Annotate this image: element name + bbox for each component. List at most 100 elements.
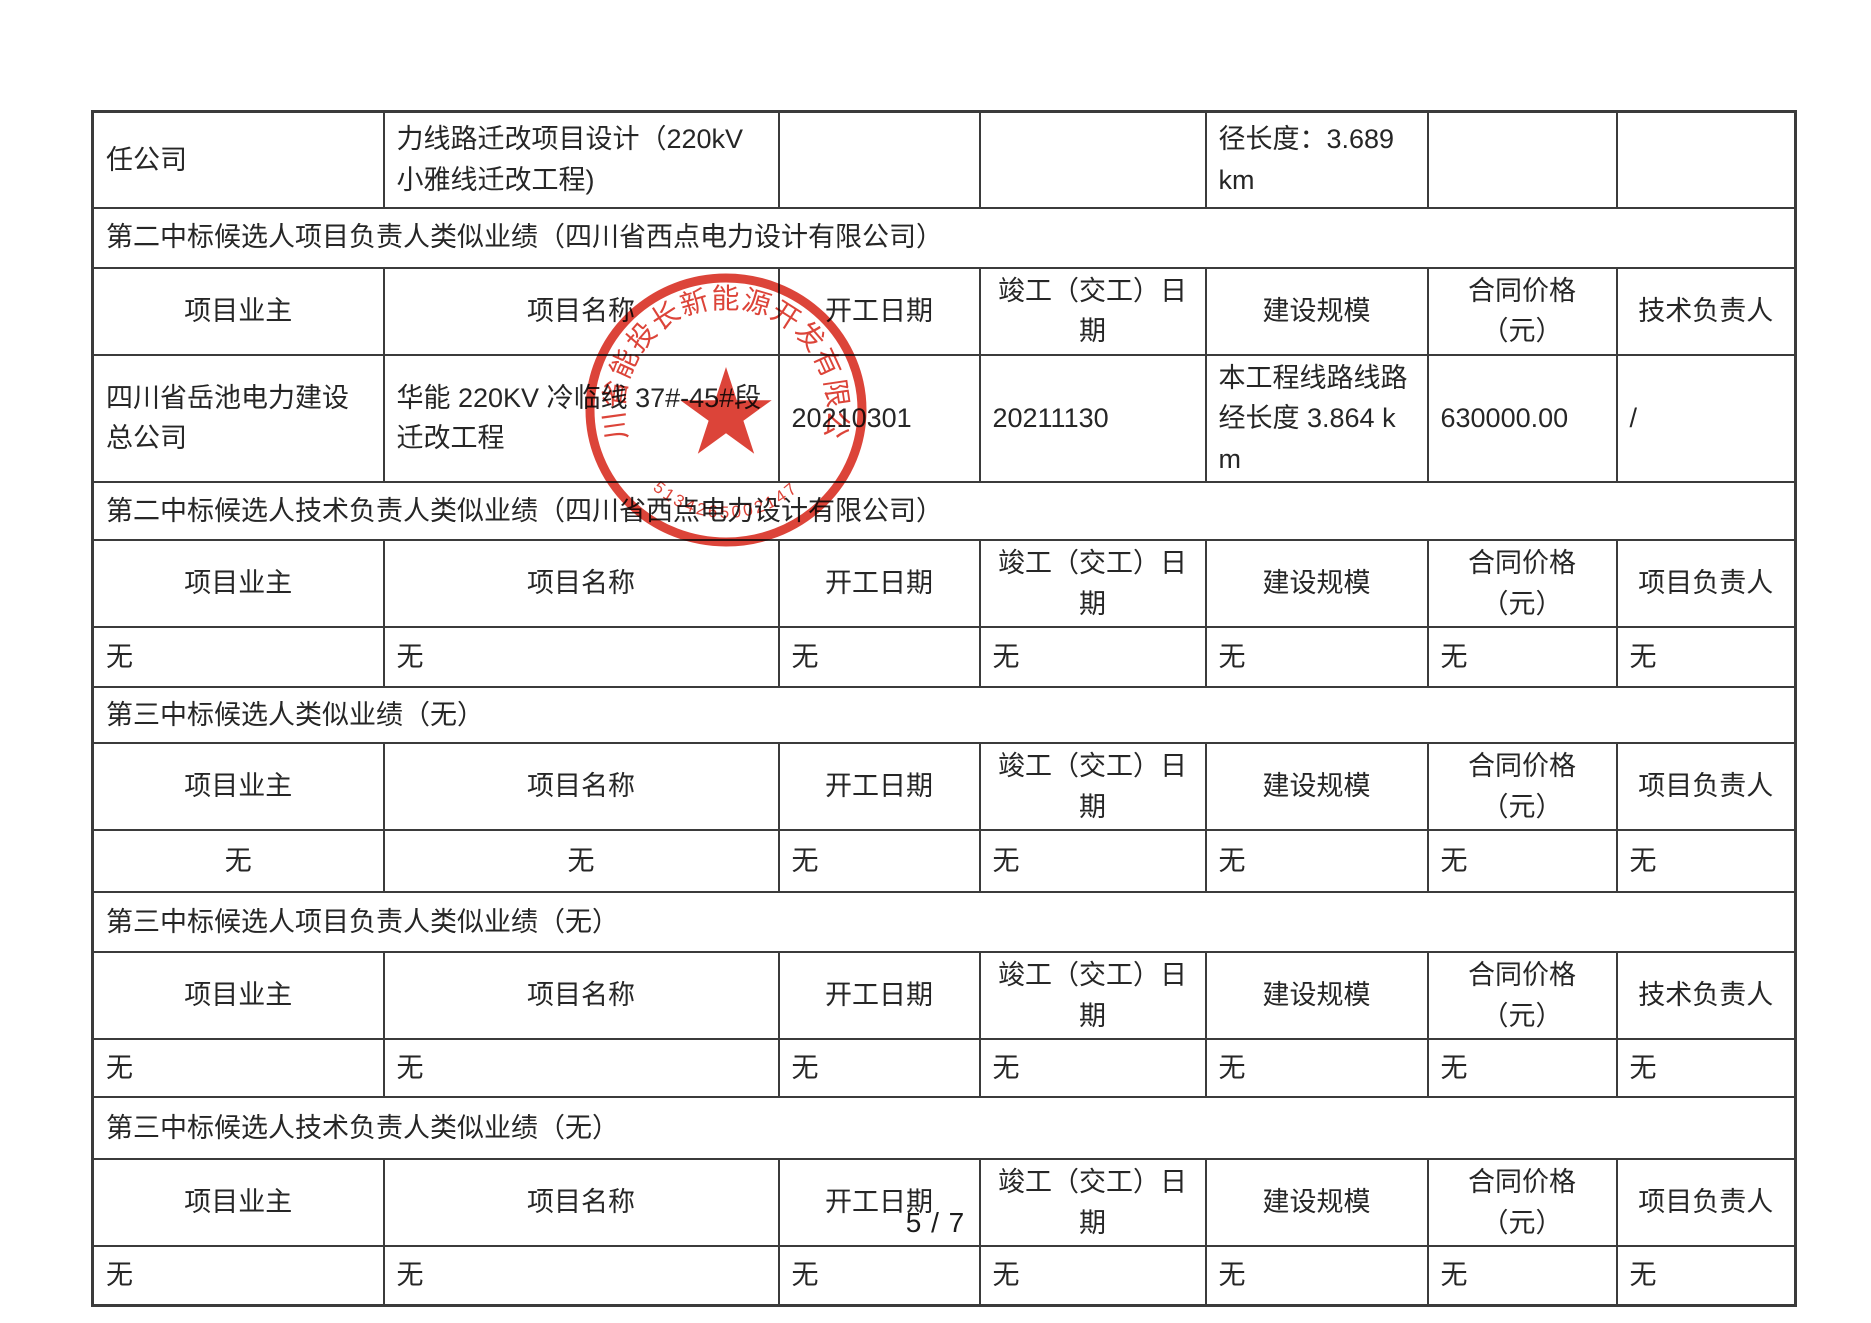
column-header: 项目名称: [382, 1158, 780, 1247]
table-cell: 无: [777, 626, 981, 688]
column-header: 项目业主: [91, 742, 385, 831]
table-cell: [777, 110, 981, 209]
column-header: 建设规模: [1204, 266, 1429, 356]
table-cell: 无: [978, 1038, 1207, 1098]
table-cell: 无: [91, 829, 385, 893]
column-header: 竣工（交工）日期: [978, 1158, 1207, 1247]
table-cell: 无: [1426, 1245, 1618, 1306]
column-header: 建设规模: [1204, 539, 1429, 628]
column-header: 开工日期: [777, 742, 981, 831]
column-header: 项目负责人: [1615, 742, 1797, 831]
table-cell: 无: [777, 829, 981, 893]
column-header: 项目名称: [382, 539, 780, 628]
table-row: 无无无无无无无: [91, 1038, 1797, 1098]
column-header: 合同价格（元）: [1426, 539, 1618, 628]
table-cell: 无: [382, 1245, 780, 1306]
column-header: 开工日期: [777, 539, 981, 628]
table-cell: 630000.00: [1426, 353, 1618, 483]
column-header-row: 项目业主 项目名称 开工日期 竣工（交工）日期 建设规模 合同价格（元） 项目负责人: [91, 742, 1797, 831]
section-row-label: 第二中标候选人技术负责人类似业绩（四川省西点电力设计有限公司）: [91, 481, 1797, 541]
table-cell: 20211130: [978, 353, 1207, 483]
table-cell: 无: [978, 829, 1207, 893]
table-cell: 本工程线路线路经长度 3.864 km: [1204, 353, 1429, 483]
table-cell: 无: [91, 1038, 385, 1098]
column-header: 竣工（交工）日期: [978, 266, 1207, 356]
column-header-row: 项目业主 项目名称 开工日期 竣工（交工）日期 建设规模 合同价格（元） 技术负责人: [91, 266, 1797, 356]
column-header: 项目负责人: [1615, 1158, 1797, 1247]
column-header: 竣工（交工）日期: [978, 539, 1207, 628]
column-header: 竣工（交工）日期: [978, 742, 1207, 831]
section-row-label: 第三中标候选人项目负责人类似业绩（无）: [91, 891, 1797, 953]
table-cell: 无: [1204, 829, 1429, 893]
column-header: 合同价格（元）: [1426, 742, 1618, 831]
column-header: 合同价格（元）: [1426, 266, 1618, 356]
table-cell: 20210301: [777, 353, 981, 483]
section-row: 第二中标候选人技术负责人类似业绩（四川省西点电力设计有限公司）: [91, 481, 1797, 541]
table-cell: [1426, 110, 1618, 209]
column-header: 合同价格（元）: [1426, 951, 1618, 1040]
section-row: 第二中标候选人项目负责人类似业绩（四川省西点电力设计有限公司）: [91, 206, 1797, 269]
column-header: 合同价格（元）: [1426, 1158, 1618, 1247]
table-row: 无无无无无无无: [91, 626, 1797, 688]
column-header: 建设规模: [1204, 951, 1429, 1040]
table-cell: [978, 110, 1207, 209]
table-cell: 无: [1615, 1038, 1797, 1098]
table-cell: 无: [1615, 626, 1797, 688]
column-header: 项目业主: [91, 1158, 385, 1247]
column-header-row: 项目业主 项目名称 开工日期 竣工（交工）日期 建设规模 合同价格（元） 项目负责人: [91, 1158, 1797, 1247]
column-header: 项目名称: [382, 266, 780, 356]
column-header: 竣工（交工）日期: [978, 951, 1207, 1040]
column-header: 开工日期: [777, 951, 981, 1040]
table-cell: 无: [1426, 1038, 1618, 1098]
column-header: 开工日期: [777, 1158, 981, 1247]
table-cell: 无: [382, 1038, 780, 1098]
table-cell: 无: [1426, 829, 1618, 893]
table-row: 任公司 力线路迁改项目设计（220kV 小雅线迁改工程) 径长度：3.689 km: [91, 110, 1797, 209]
column-header: 项目业主: [91, 539, 385, 628]
column-header: 技术负责人: [1615, 951, 1797, 1040]
column-header: 开工日期: [777, 266, 981, 356]
column-header: 项目负责人: [1615, 539, 1797, 628]
section-row: 第三中标候选人项目负责人类似业绩（无）: [91, 891, 1797, 953]
table-row: 四川省岳池电力建设总公司 华能 220KV 冷临线 37#-45#段迁改工程 202…: [91, 353, 1797, 483]
table-cell: 无: [777, 1038, 981, 1098]
table-cell: 径长度：3.689 km: [1204, 110, 1429, 209]
table-cell: 华能 220KV 冷临线 37#-45#段迁改工程: [382, 353, 780, 483]
table-cell: 无: [382, 626, 780, 688]
column-header: 项目业主: [91, 951, 385, 1040]
table-cell: 无: [1204, 1245, 1429, 1306]
table-cell: 无: [1204, 626, 1429, 688]
column-header: 建设规模: [1204, 742, 1429, 831]
page-number: 5 / 7: [905, 1207, 966, 1238]
section-row: 第三中标候选人类似业绩（无）: [91, 686, 1797, 744]
column-header: 项目名称: [382, 742, 780, 831]
section-row-label: 第二中标候选人项目负责人类似业绩（四川省西点电力设计有限公司）: [91, 206, 1797, 269]
column-header: 项目名称: [382, 951, 780, 1040]
table-cell: 无: [382, 829, 780, 893]
column-header: 建设规模: [1204, 1158, 1429, 1247]
table-cell: 四川省岳池电力建设总公司: [91, 353, 385, 483]
column-header-row: 项目业主 项目名称 开工日期 竣工（交工）日期 建设规模 合同价格（元） 技术负责人: [91, 951, 1797, 1040]
table-cell: /: [1615, 353, 1797, 483]
table-cell: 无: [978, 626, 1207, 688]
table-cell: 无: [91, 626, 385, 688]
table-cell: [1615, 110, 1797, 209]
table-cell: 无: [777, 1245, 981, 1306]
table-cell: 无: [1615, 829, 1797, 893]
section-row: 第三中标候选人技术负责人类似业绩（无）: [91, 1096, 1797, 1160]
table-cell: 无: [1615, 1245, 1797, 1306]
section-row-label: 第三中标候选人技术负责人类似业绩（无）: [91, 1096, 1797, 1160]
table-cell: 无: [91, 1245, 385, 1306]
table-cell: 任公司: [91, 110, 385, 209]
table-row: 无无无无无无无: [91, 829, 1797, 893]
column-header: 技术负责人: [1615, 266, 1797, 356]
table-cell: 力线路迁改项目设计（220kV 小雅线迁改工程): [382, 110, 780, 209]
table-cell: 无: [978, 1245, 1207, 1306]
table-cell: 无: [1204, 1038, 1429, 1098]
table-row: 无无无无无无无: [91, 1245, 1797, 1306]
section-row-label: 第三中标候选人类似业绩（无）: [91, 686, 1797, 744]
column-header: 项目业主: [91, 266, 385, 356]
table-cell: 无: [1426, 626, 1618, 688]
column-header-row: 项目业主 项目名称 开工日期 竣工（交工）日期 建设规模 合同价格（元） 项目负责人: [91, 539, 1797, 628]
